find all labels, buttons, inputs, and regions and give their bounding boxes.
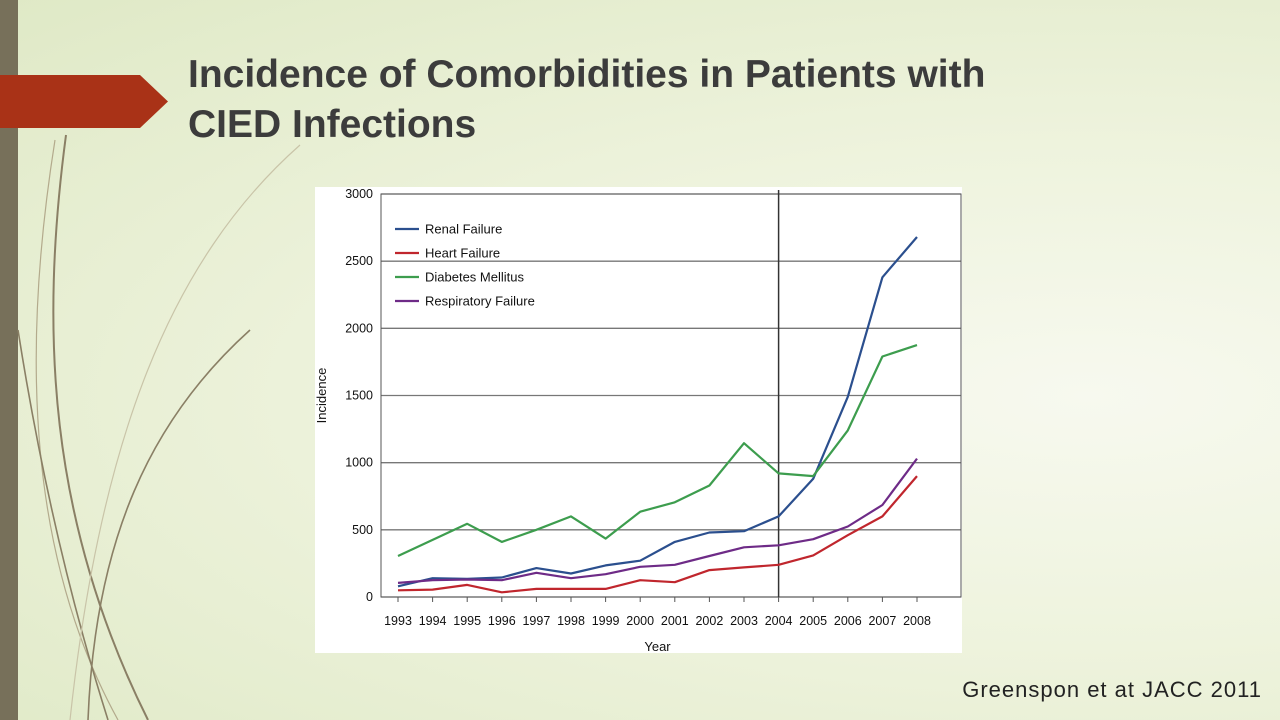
chart-series [397,236,918,594]
left-sidebar-bar [0,0,18,720]
x-tick-label: 1993 [384,614,412,628]
line-chart: 0 500 1000 1500 2000 2500 3000 1993 1994 1995 1996… [315,187,962,653]
x-tick-label: 2003 [730,614,758,628]
y-tick-label: 500 [352,523,373,537]
x-tick-label: 1994 [419,614,447,628]
x-tick-label: 2002 [695,614,723,628]
y-tick-label: 1000 [345,456,373,470]
x-tick-label: 2005 [799,614,827,628]
series-line-diabetes-mellitus [397,344,918,557]
y-tick-label: 2000 [345,321,373,335]
chart-legend: Renal Failure Heart Failure Diabetes Melli… [395,222,535,309]
plot-frame [380,193,962,598]
x-tick-label: 2006 [834,614,862,628]
x-tick-label: 1997 [522,614,550,628]
x-tick-label: 2000 [626,614,654,628]
series-line-respiratory-failure [397,457,918,584]
x-tick-label: 1998 [557,614,585,628]
y-tick-label: 0 [366,590,373,604]
x-axis-title: Year [644,639,671,653]
legend-label: Respiratory Failure [425,294,535,309]
y-tick-label: 1500 [345,389,373,403]
y-tick-label: 2500 [345,254,373,268]
series-line-heart-failure [397,475,918,594]
x-tick-label: 1999 [592,614,620,628]
x-tick-label: 1996 [488,614,516,628]
legend-label: Diabetes Mellitus [425,270,524,285]
x-tick-label: 2008 [903,614,931,628]
legend-label: Renal Failure [425,222,502,237]
citation-text: Greenspon et at JACC 2011 [962,677,1262,702]
y-axis-title: Incidence [315,368,329,424]
x-tick-label: 2004 [765,614,793,628]
series-line-renal-failure [397,236,918,588]
slide-title: Incidence of Comorbidities in Patients w… [188,53,986,146]
x-tick-label: 1995 [453,614,481,628]
legend-label: Heart Failure [425,246,500,261]
y-tick-label: 3000 [345,187,373,201]
chart-axes: 0 500 1000 1500 2000 2500 3000 1993 1994 1995 1996… [345,187,962,628]
x-tick-label: 2007 [868,614,896,628]
x-tick-label: 2001 [661,614,689,628]
title-arrow-marker [0,75,168,128]
